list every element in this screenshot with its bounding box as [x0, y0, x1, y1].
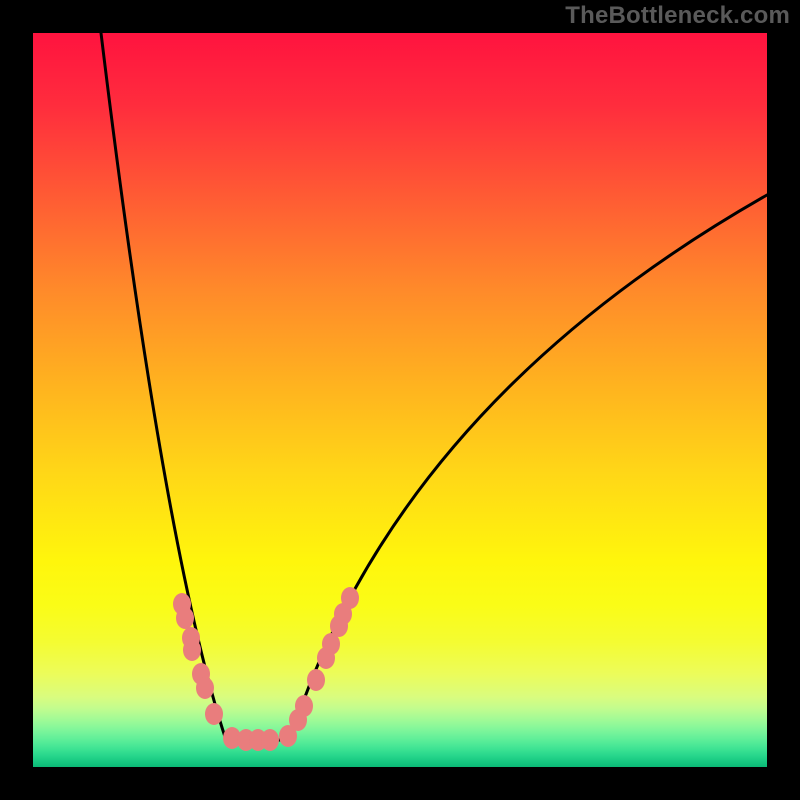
chart-container: TheBottleneck.com — [0, 0, 800, 800]
chart-svg — [0, 0, 800, 800]
watermark-text: TheBottleneck.com — [565, 2, 790, 30]
